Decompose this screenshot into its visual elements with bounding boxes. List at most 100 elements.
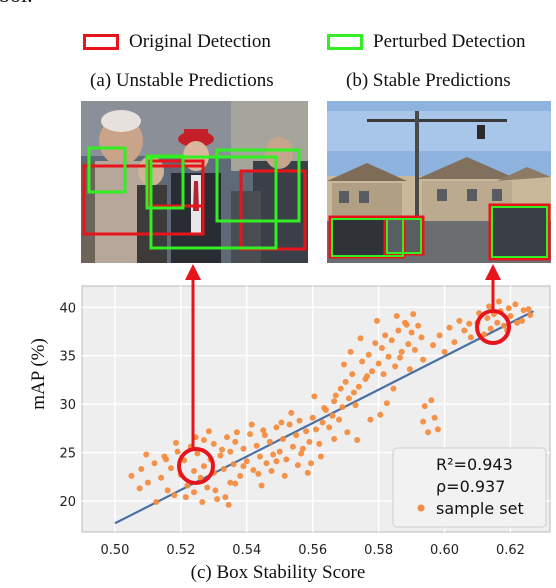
data-point — [281, 472, 288, 479]
data-point — [217, 452, 224, 459]
scatter-points — [128, 298, 534, 508]
data-point — [255, 470, 262, 477]
panel-a-photo — [81, 101, 308, 263]
data-point — [331, 436, 338, 443]
data-point — [205, 428, 212, 435]
panel-b-caption: (b) Stable Predictions — [346, 70, 511, 91]
data-point — [248, 421, 255, 428]
data-point — [204, 484, 211, 491]
data-point — [283, 456, 290, 463]
data-point — [345, 395, 352, 402]
data-point — [250, 467, 257, 474]
data-point — [441, 348, 448, 355]
data-point — [273, 424, 280, 431]
data-point — [319, 419, 326, 426]
data-point — [505, 305, 512, 312]
data-point — [329, 412, 336, 419]
data-point — [163, 456, 170, 463]
data-point — [128, 472, 135, 479]
r-squared-label: R²=0.943 — [436, 455, 513, 474]
data-point — [342, 378, 349, 385]
data-point — [225, 501, 232, 508]
x-tick-label: 0.58 — [364, 543, 393, 558]
data-point — [294, 462, 301, 469]
data-point — [240, 463, 247, 470]
data-point — [184, 482, 191, 489]
data-point — [395, 327, 402, 334]
data-point — [365, 351, 372, 358]
data-point — [377, 411, 384, 418]
data-point — [182, 494, 189, 501]
data-point — [355, 383, 362, 390]
data-point — [527, 312, 534, 319]
y-tick-label: 40 — [59, 301, 76, 316]
perturbed-detection-swatch — [327, 34, 363, 50]
data-point — [512, 301, 519, 308]
data-point — [172, 439, 179, 446]
data-point — [428, 397, 435, 404]
x-tick-label: 0.56 — [298, 543, 327, 558]
x-tick-labels: 0.50 0.52 0.54 0.56 0.58 0.60 0.62 — [100, 543, 524, 558]
data-point — [507, 313, 514, 320]
data-point — [321, 405, 328, 412]
data-point — [461, 327, 468, 334]
data-point — [240, 445, 247, 452]
data-point — [336, 416, 343, 423]
data-point — [364, 373, 371, 380]
data-point — [446, 324, 453, 331]
data-point — [495, 298, 502, 305]
y-tick-label: 30 — [59, 398, 76, 413]
data-point — [344, 429, 351, 436]
data-point — [420, 418, 427, 425]
data-point — [357, 335, 364, 342]
data-point — [326, 424, 333, 431]
data-point — [299, 445, 306, 452]
data-point — [164, 487, 171, 494]
original-detection-label: Original Detection — [129, 31, 271, 52]
data-point — [332, 392, 339, 399]
data-point — [484, 314, 491, 321]
data-point — [487, 325, 494, 332]
x-tick-label: 0.52 — [166, 543, 195, 558]
data-point — [233, 429, 240, 436]
original-detection-swatch — [83, 34, 119, 50]
data-point — [316, 440, 323, 447]
data-point — [337, 385, 344, 392]
data-point — [308, 460, 315, 467]
y-tick-label: 35 — [59, 350, 76, 365]
data-point — [151, 460, 158, 467]
unstable-arrow-head — [185, 264, 201, 280]
data-point — [309, 414, 316, 421]
data-point — [331, 398, 338, 405]
panel-b-photo — [327, 101, 551, 263]
data-point — [411, 346, 418, 353]
stable-callout-circle — [475, 309, 511, 345]
data-point — [260, 427, 267, 434]
data-point — [306, 438, 313, 445]
data-point — [286, 421, 293, 428]
data-point — [288, 409, 295, 416]
data-point — [421, 403, 428, 410]
data-point — [232, 480, 239, 487]
data-point — [278, 419, 285, 426]
street-cars-image — [327, 101, 551, 263]
data-point — [199, 498, 206, 505]
y-axis-label: mAP (%) — [28, 338, 49, 410]
data-point — [390, 385, 397, 392]
fit-line — [114, 310, 535, 525]
stable-arrow-head — [485, 264, 501, 280]
callout-connectors — [177, 264, 511, 485]
data-point — [494, 319, 501, 326]
data-point — [359, 358, 366, 365]
data-point — [311, 393, 318, 400]
x-axis-label: (c) Box Stability Score — [190, 562, 366, 583]
data-point — [397, 354, 404, 361]
data-point — [347, 348, 354, 355]
data-point — [339, 404, 346, 411]
data-point — [350, 389, 357, 396]
data-point — [220, 466, 227, 473]
data-point — [518, 317, 525, 324]
data-point — [418, 334, 425, 341]
data-point — [210, 440, 217, 447]
y-tick-label: 20 — [59, 495, 76, 510]
